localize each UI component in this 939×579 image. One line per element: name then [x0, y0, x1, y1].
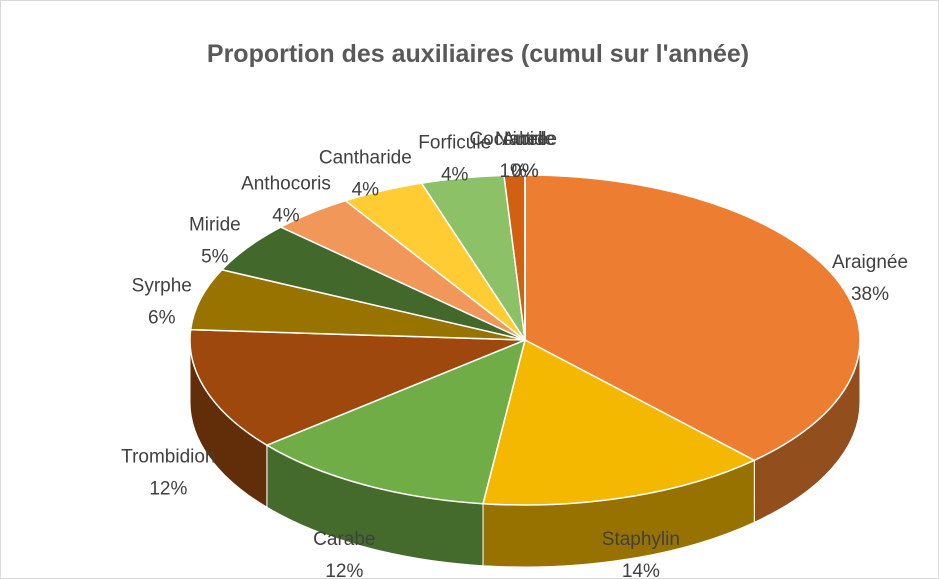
data-label: Cantharide 4%: [319, 148, 412, 201]
value-label: 4%: [441, 164, 469, 185]
category-label: Miride: [189, 214, 241, 235]
data-label: Autre 0%: [502, 129, 547, 182]
value-label: 12%: [325, 561, 363, 579]
category-label: Araignée: [832, 252, 908, 273]
category-label: Staphylin: [602, 529, 680, 550]
value-label: 14%: [622, 561, 660, 579]
category-label: Carabe: [313, 529, 375, 550]
data-label: Staphylin 14%: [602, 529, 680, 579]
value-label: 5%: [201, 246, 229, 267]
value-label: 4%: [272, 206, 300, 227]
category-label: Trombidion: [121, 446, 215, 467]
data-label: Coccinelle 1%: [469, 129, 557, 182]
data-label: Nabide 0%: [495, 129, 555, 182]
data-label: Forficule 4%: [418, 132, 491, 185]
category-label: Cantharide: [319, 148, 412, 169]
category-label: Forficule: [418, 132, 491, 153]
category-label: Syrphe: [132, 276, 192, 297]
value-label: 4%: [352, 180, 380, 201]
data-label: Trombidion 12%: [121, 446, 215, 499]
value-label: 12%: [149, 478, 187, 499]
slice: [189, 268, 526, 341]
category-label: Anthocoris: [241, 174, 331, 195]
value-label: 6%: [148, 308, 176, 329]
slice: [524, 174, 861, 462]
slice: [482, 338, 757, 506]
value-label: 1%: [499, 161, 527, 182]
category-label: Nabide: [495, 129, 555, 150]
data-label: Carabe 12%: [313, 529, 375, 579]
chart-title: Proportion des auxiliaires (cumul sur l'…: [207, 40, 749, 68]
category-label: Autre: [502, 129, 547, 150]
slice: [189, 328, 526, 447]
data-label: Araignée 38%: [832, 252, 908, 305]
category-label: Coccinelle: [469, 129, 557, 150]
value-label: 0%: [511, 161, 539, 182]
value-label: 0%: [511, 161, 539, 182]
data-label: Miride 5%: [189, 214, 241, 267]
data-label: Syrphe 6%: [132, 276, 192, 329]
value-label: 38%: [851, 284, 889, 305]
slice: [265, 338, 527, 505]
data-label: Anthocoris 4%: [241, 174, 331, 227]
